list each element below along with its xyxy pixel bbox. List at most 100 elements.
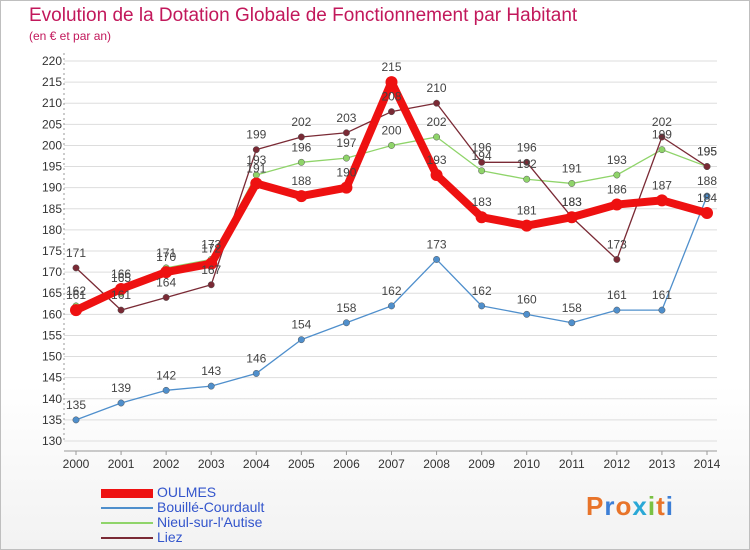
y-tick-label: 220 bbox=[42, 54, 62, 68]
data-label: 171 bbox=[156, 246, 176, 260]
data-label: 193 bbox=[607, 153, 627, 167]
data-label: 200 bbox=[381, 123, 401, 137]
data-point bbox=[658, 306, 666, 314]
data-label: 188 bbox=[697, 174, 717, 188]
data-label: 195 bbox=[697, 145, 717, 159]
y-tick-label: 150 bbox=[42, 350, 62, 364]
y-tick-label: 195 bbox=[42, 160, 62, 174]
data-label: 181 bbox=[517, 204, 537, 218]
data-point bbox=[613, 255, 621, 263]
data-label: 139 bbox=[111, 381, 131, 395]
y-tick-label: 135 bbox=[42, 413, 62, 427]
legend: OULMES Bouillé-Courdault Nieul-sur-l'Autis… bbox=[101, 484, 341, 545]
data-point bbox=[207, 382, 215, 390]
data-point bbox=[207, 281, 215, 289]
data-label: 184 bbox=[697, 191, 717, 205]
data-point bbox=[297, 133, 305, 141]
data-point bbox=[252, 146, 260, 154]
data-point bbox=[162, 386, 170, 394]
data-label: 170 bbox=[156, 250, 176, 264]
data-point bbox=[478, 302, 486, 310]
data-label: 162 bbox=[381, 284, 401, 298]
x-tick-label: 2009 bbox=[468, 457, 495, 471]
x-tick-label: 2008 bbox=[423, 457, 450, 471]
data-point bbox=[565, 211, 578, 224]
legend-item: Liez bbox=[101, 529, 341, 545]
data-label: 199 bbox=[246, 128, 266, 142]
data-point bbox=[658, 133, 666, 141]
data-point bbox=[433, 133, 441, 141]
data-label: 186 bbox=[607, 183, 627, 197]
data-point bbox=[433, 255, 441, 263]
data-label: 188 bbox=[291, 174, 311, 188]
legend-item: Nieul-sur-l'Autise bbox=[101, 514, 341, 530]
data-label: 191 bbox=[246, 161, 266, 175]
data-point bbox=[205, 257, 218, 270]
data-point bbox=[297, 336, 305, 344]
legend-label: Liez bbox=[157, 529, 183, 545]
y-tick-label: 155 bbox=[42, 328, 62, 342]
data-label: 187 bbox=[652, 178, 672, 192]
x-tick-label: 2004 bbox=[243, 457, 270, 471]
data-point bbox=[388, 108, 395, 116]
data-label: 202 bbox=[652, 115, 672, 129]
data-label: 143 bbox=[201, 364, 221, 378]
data-point bbox=[703, 192, 711, 200]
data-point bbox=[613, 306, 621, 314]
data-label: 158 bbox=[562, 301, 582, 315]
legend-label: Nieul-sur-l'Autise bbox=[157, 514, 263, 530]
y-tick-label: 205 bbox=[42, 117, 62, 131]
x-tick-label: 2002 bbox=[153, 457, 180, 471]
data-point bbox=[613, 171, 621, 179]
data-point bbox=[295, 190, 308, 203]
data-point bbox=[478, 167, 486, 175]
data-point bbox=[342, 154, 350, 162]
data-label: 193 bbox=[246, 153, 266, 167]
data-label: 173 bbox=[427, 237, 447, 251]
data-label: 183 bbox=[472, 195, 492, 209]
legend-item: OULMES bbox=[101, 484, 341, 500]
x-tick-label: 2011 bbox=[559, 457, 585, 471]
y-tick-label: 215 bbox=[42, 75, 62, 89]
data-label: 173 bbox=[201, 237, 221, 251]
legend-swatch bbox=[101, 488, 153, 498]
data-label: 202 bbox=[291, 115, 311, 129]
y-tick-label: 160 bbox=[42, 307, 62, 321]
data-label: 183 bbox=[562, 195, 582, 209]
data-point bbox=[70, 304, 82, 317]
data-point bbox=[388, 302, 395, 310]
data-point bbox=[388, 141, 395, 149]
data-point bbox=[297, 158, 305, 166]
y-tick-label: 200 bbox=[42, 138, 62, 152]
y-tick-label: 210 bbox=[42, 96, 62, 110]
data-label: 164 bbox=[156, 275, 176, 289]
data-label: 171 bbox=[66, 246, 86, 260]
data-label: 196 bbox=[472, 140, 492, 154]
data-label: 165 bbox=[111, 271, 131, 285]
data-point bbox=[160, 266, 173, 279]
data-label: 199 bbox=[652, 128, 672, 142]
data-label: 196 bbox=[517, 140, 537, 154]
data-point bbox=[162, 293, 170, 301]
data-label: 167 bbox=[201, 263, 221, 277]
legend-label: Bouillé-Courdault bbox=[157, 499, 265, 515]
data-point bbox=[115, 283, 128, 295]
data-label: 142 bbox=[156, 368, 176, 382]
data-label: 146 bbox=[246, 351, 266, 365]
data-point bbox=[655, 194, 668, 207]
data-label: 166 bbox=[111, 267, 131, 281]
data-label: 162 bbox=[472, 284, 492, 298]
x-tick-label: 2013 bbox=[649, 457, 676, 471]
y-tick-label: 175 bbox=[42, 244, 62, 258]
y-tick-label: 180 bbox=[42, 223, 62, 237]
chart-title: Evolution de la Dotation Globale de Fonc… bbox=[29, 5, 578, 26]
x-tick-label: 2006 bbox=[333, 457, 360, 471]
y-tick-label: 130 bbox=[42, 434, 62, 448]
data-point bbox=[658, 146, 666, 154]
data-point bbox=[523, 310, 531, 318]
data-point bbox=[703, 163, 711, 171]
data-point bbox=[520, 219, 533, 232]
data-point bbox=[430, 169, 443, 181]
x-tick-label: 2005 bbox=[288, 457, 315, 471]
